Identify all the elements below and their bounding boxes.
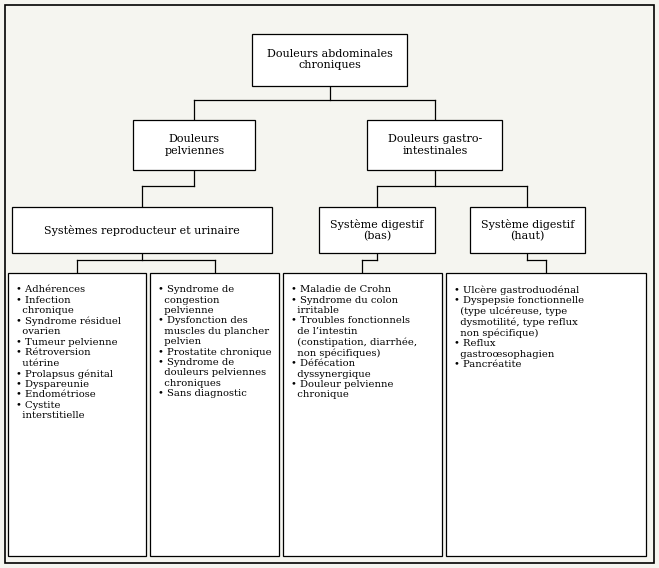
Text: Systèmes reproducteur et urinaire: Systèmes reproducteur et urinaire <box>43 224 240 236</box>
Text: • Ulcère gastroduodénal
• Dyspepsie fonctionnelle
  (type ulcéreuse, type
  dysm: • Ulcère gastroduodénal • Dyspepsie fonc… <box>454 285 584 369</box>
FancyBboxPatch shape <box>8 273 146 556</box>
FancyBboxPatch shape <box>133 120 256 170</box>
FancyBboxPatch shape <box>283 273 442 556</box>
FancyBboxPatch shape <box>319 207 435 253</box>
FancyBboxPatch shape <box>150 273 279 556</box>
Text: Système digestif
(haut): Système digestif (haut) <box>480 219 574 241</box>
Text: • Maladie de Crohn
• Syndrome du colon
  irritable
• Troubles fonctionnels
  de : • Maladie de Crohn • Syndrome du colon i… <box>291 285 417 399</box>
FancyBboxPatch shape <box>368 120 502 170</box>
FancyBboxPatch shape <box>446 273 646 556</box>
FancyBboxPatch shape <box>469 207 585 253</box>
Text: Douleurs gastro-
intestinales: Douleurs gastro- intestinales <box>387 134 482 156</box>
FancyBboxPatch shape <box>252 34 407 86</box>
Text: • Syndrome de
  congestion
  pelvienne
• Dysfonction des
  muscles du plancher
 : • Syndrome de congestion pelvienne • Dys… <box>158 285 272 398</box>
Text: Douleurs
pelviennes: Douleurs pelviennes <box>164 134 225 156</box>
Text: • Adhérences
• Infection
  chronique
• Syndrome résiduel
  ovarien
• Tumeur pelv: • Adhérences • Infection chronique • Syn… <box>16 285 121 420</box>
FancyBboxPatch shape <box>11 207 272 253</box>
Text: Douleurs abdominales
chroniques: Douleurs abdominales chroniques <box>266 49 393 70</box>
Text: Système digestif
(bas): Système digestif (bas) <box>330 219 424 241</box>
